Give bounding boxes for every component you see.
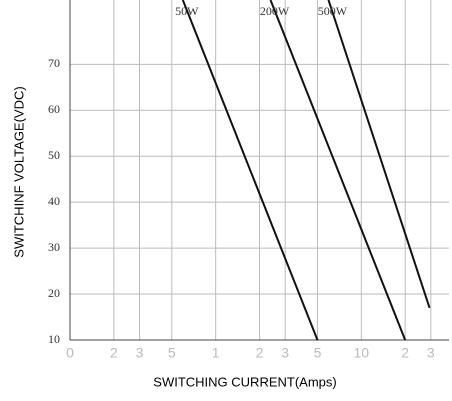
x-tick-label: 0 — [66, 345, 74, 361]
x-axis-label: SWITCHING CURRENT(Amps) — [153, 374, 336, 389]
y-tick-label: 40 — [48, 194, 60, 208]
x-tick-label: 1 — [212, 345, 220, 361]
y-tick-label: 10 — [48, 332, 60, 346]
series-label: 500W — [318, 4, 348, 18]
x-tick-label: 10 — [354, 345, 370, 361]
x-tick-label: 3 — [281, 345, 289, 361]
x-tick-label: 2 — [401, 345, 409, 361]
y-axis-label: SWITCHINF VOLTAGE(VDC) — [11, 86, 26, 257]
y-tick-label: 60 — [48, 102, 60, 116]
series-label: 50W — [175, 4, 199, 18]
x-tick-label: 5 — [168, 345, 176, 361]
x-tick-label: 2 — [256, 345, 264, 361]
y-tick-label: 30 — [48, 240, 60, 254]
y-tick-label: 20 — [48, 286, 60, 300]
line — [327, 0, 431, 309]
x-tick-label: 2 — [110, 345, 118, 361]
line — [269, 0, 407, 341]
y-tick-label: 70 — [48, 56, 60, 70]
x-tick-label: 3 — [136, 345, 144, 361]
x-tick-label: 5 — [314, 345, 322, 361]
x-tick-label: 3 — [427, 345, 435, 361]
y-tick-label: 50 — [48, 148, 60, 162]
series-label: 200W — [260, 4, 290, 18]
line — [181, 0, 319, 341]
